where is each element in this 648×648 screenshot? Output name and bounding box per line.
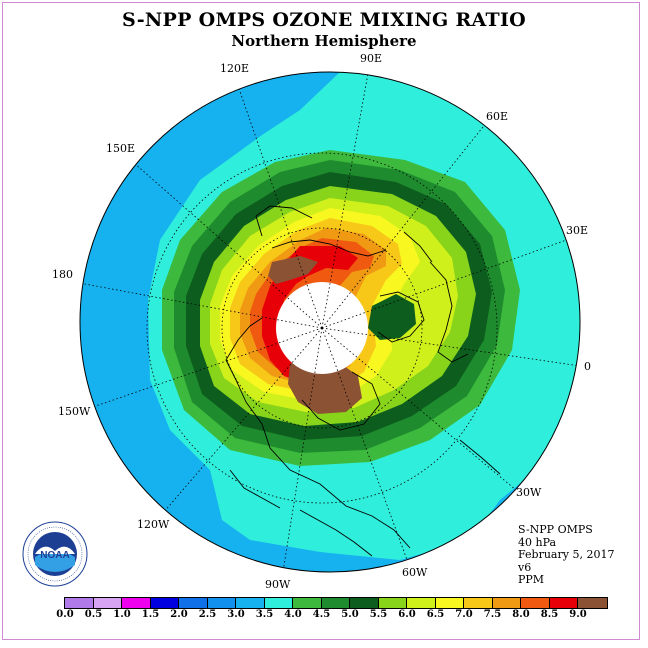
colorbar-swatch [578,598,607,608]
map-subtitle: Northern Hemisphere [231,32,417,50]
colorbar-swatch [378,598,407,608]
colorbar-label: 8.5 [540,609,559,620]
colorbar-label: 0.5 [84,609,103,620]
colorbar-swatch [179,598,208,608]
colorbar-label: 4.0 [284,609,302,620]
lon-label-90e: 90E [360,52,383,65]
colorbar-label: 5.5 [369,609,388,620]
colorbar-label: 6.5 [426,609,445,620]
lon-label-60w: 60W [402,566,428,579]
colorbar-label: 1.5 [141,609,160,620]
figure-frame [2,2,640,640]
colorbar-label: 4.5 [312,609,331,620]
colorbar-label: 5.0 [341,609,359,620]
colorbar-label: 0.0 [56,609,74,620]
lon-label-180: 180 [52,268,73,281]
lon-label-90w: 90W [265,578,291,591]
colorbar-swatch [293,598,322,608]
lon-label-150w: 150W [58,405,91,418]
colorbar-swatch [207,598,236,608]
colorbar-label: 2.0 [170,609,188,620]
colorbar-label: 2.5 [198,609,217,620]
colorbar-swatch [549,598,578,608]
colorbar-label: 9.0 [569,609,587,620]
map-title: S-NPP OMPS OZONE MIXING RATIO [121,9,527,31]
colorbar-swatch [464,598,493,608]
lon-label-30e: 30E [566,224,589,237]
colorbar-label: 3.0 [227,609,245,620]
colorbar-swatch [407,598,436,608]
colorbar-swatch [65,598,94,608]
coastlines [225,205,501,557]
colorbar-swatch [93,598,122,608]
colorbar-swatch [492,598,521,608]
colorbar-label: 7.5 [483,609,502,620]
colorbar-swatch [521,598,550,608]
ozone-field [80,72,580,572]
colorbar-swatch [350,598,379,608]
info-level: 40 hPa [518,535,557,549]
colorbar-label: 3.5 [255,609,274,620]
lon-label-60e: 60E [486,110,509,123]
map-border [79,71,581,573]
lon-label-120e: 120E [220,62,250,75]
lon-label-0: 0 [584,360,591,373]
contour-9-0 [268,256,318,284]
colorbar-swatch [435,598,464,608]
colorbar-label: 7.0 [455,609,473,620]
colorbar-swatch [321,598,350,608]
colorbar [64,597,608,609]
info-date: February 5, 2017 [518,548,615,561]
lon-label-30w: 30W [516,486,542,499]
info-version: v6 [518,560,532,574]
colorbar-swatch [150,598,179,608]
info-instrument: S-NPP OMPS [518,523,593,536]
noaa-logo: NOAA [22,521,88,587]
colorbar-label: 1.0 [113,609,131,620]
colorbar-swatch [122,598,151,608]
colorbar-label: 6.0 [398,609,416,620]
info-units: PPM [518,573,545,586]
product-info: S-NPP OMPS 40 hPa February 5, 2017 v6 PP… [518,523,615,587]
lon-label-150e: 150E [106,142,136,155]
colorbar-swatch [236,598,265,608]
lon-label-120w: 120W [137,518,170,531]
logo-text: NOAA [40,550,69,561]
colorbar-swatch [264,598,293,608]
contour-4-5-pocket [368,294,416,340]
colorbar-label: 8.0 [512,609,530,620]
